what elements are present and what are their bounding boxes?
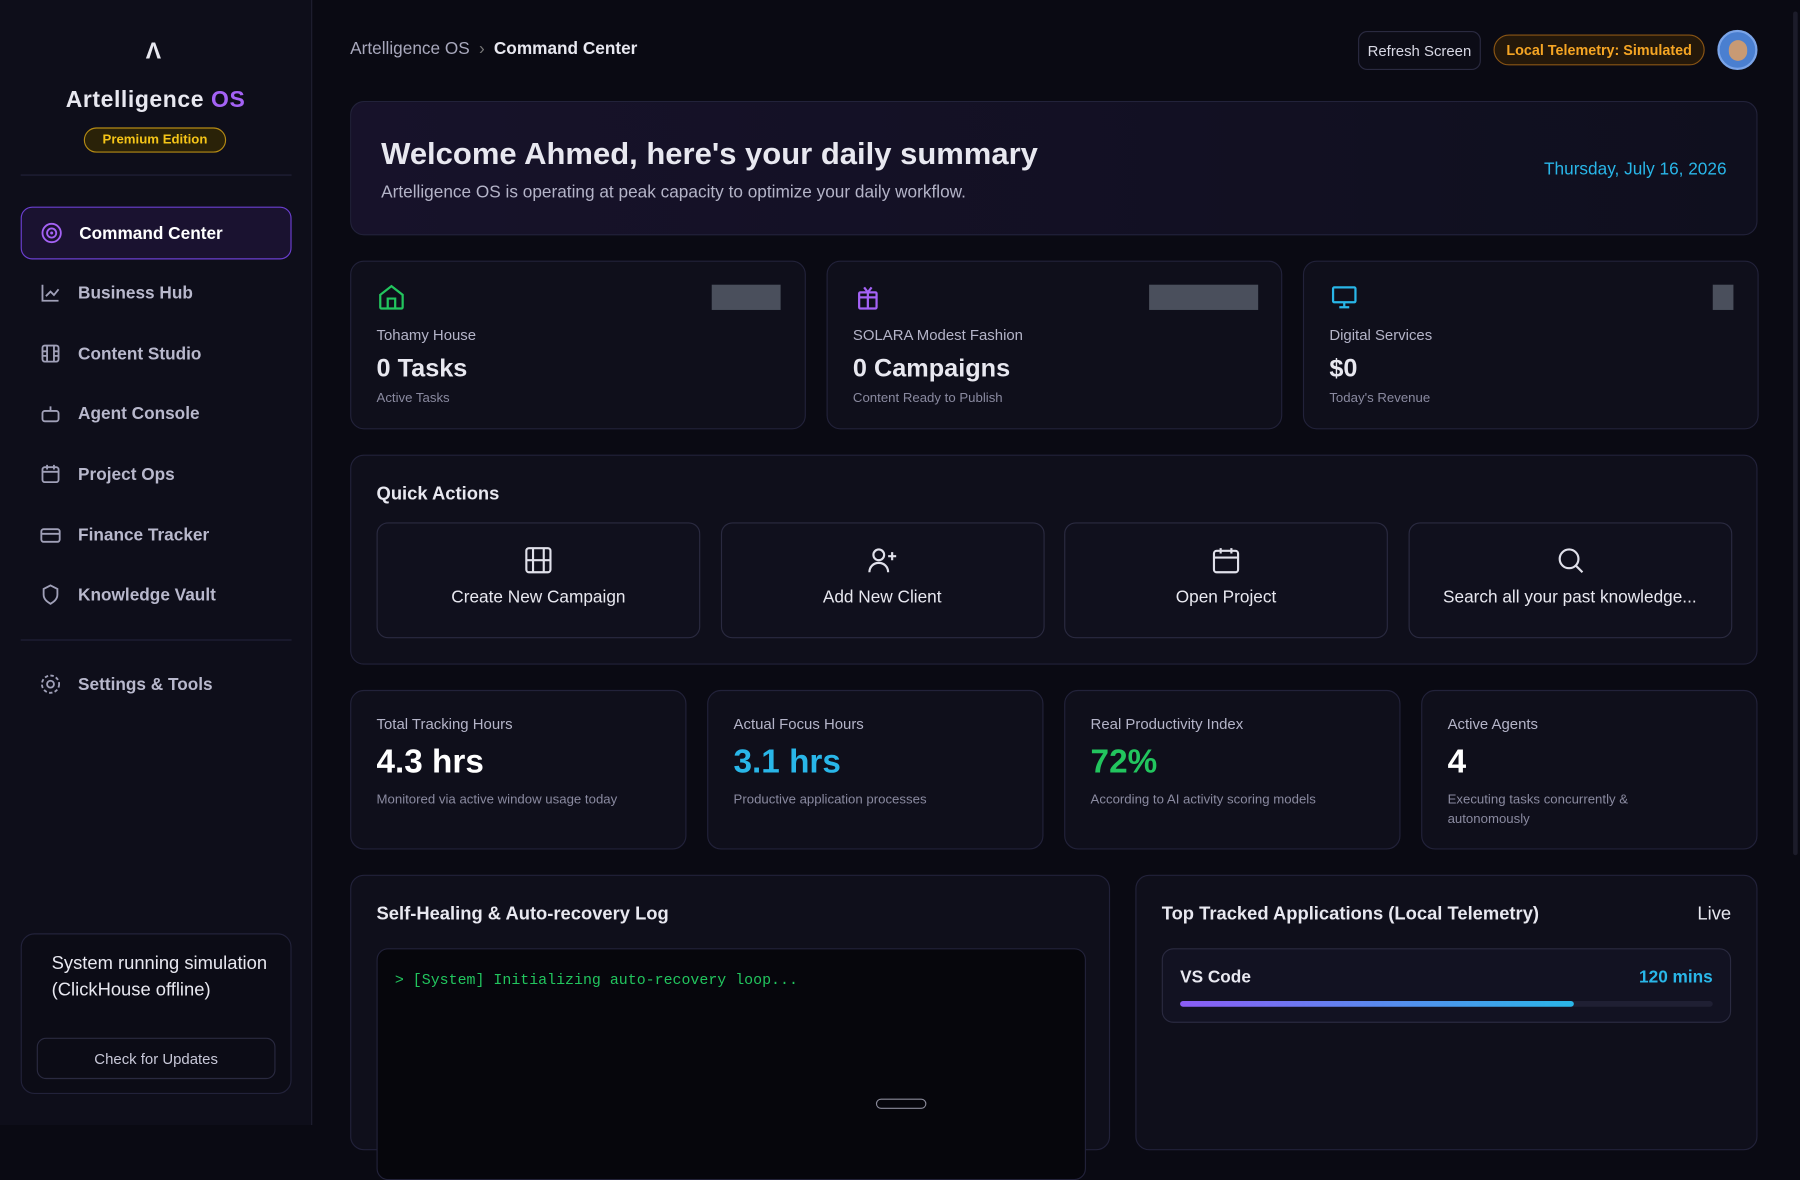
nav-label: Content Studio <box>78 343 202 364</box>
telemetry-badge: Local Telemetry: Simulated <box>1493 34 1705 66</box>
metric-label: Total Tracking Hours <box>376 715 513 733</box>
metric-card: Total Tracking Hours 4.3 hrs Monitored v… <box>350 689 687 850</box>
business-card[interactable]: SOLARA Modest Fashion 0 Campaigns Conten… <box>826 260 1283 430</box>
app-track <box>1180 1001 1713 1007</box>
business-icon <box>1329 282 1359 318</box>
metric-value: 3.1 hrs <box>733 743 841 781</box>
breadcrumb: Artelligence OS › Command Center <box>350 39 638 59</box>
refresh-button[interactable]: Refresh Screen <box>1358 30 1481 71</box>
business-icon <box>377 282 407 318</box>
date: Thursday, July 16, 2026 <box>1544 159 1727 180</box>
metric-card: Actual Focus Hours 3.1 hrs Productive ap… <box>707 689 1044 850</box>
status-text: System running simulation (ClickHouse of… <box>51 953 268 1000</box>
log-console: > [System] Initializing auto-recovery lo… <box>376 948 1086 1180</box>
business-label: Content Ready to Publish <box>852 391 1003 406</box>
quick-action-label: Search all your past knowledge... <box>1443 587 1697 608</box>
nav-label: Knowledge Vault <box>78 584 216 605</box>
app-name: VS Code <box>1180 967 1251 988</box>
business-name: Digital Services <box>1329 326 1433 344</box>
business-card[interactable]: Digital Services $0 Today's Revenue <box>1302 260 1759 430</box>
section-title: Top Tracked Applications (Local Telemetr… <box>1161 904 1540 925</box>
nav-label: Business Hub <box>78 282 193 303</box>
metric-note: Productive application processes <box>733 793 927 808</box>
nav-label: Command Center <box>79 223 223 243</box>
log-line: > [System] Initializing auto-recovery lo… <box>394 971 798 989</box>
divider <box>20 639 292 641</box>
log-panel: Self-Healing & Auto-recovery Log > [Syst… <box>350 874 1111 1180</box>
quick-action[interactable]: Search all your past knowledge... <box>1407 522 1732 639</box>
metric-label: Active Agents <box>1447 715 1539 733</box>
business-name: SOLARA Modest Fashion <box>852 326 1023 344</box>
section-title: Quick Actions <box>376 484 500 504</box>
divider <box>20 174 292 176</box>
quick-action[interactable]: Create New Campaign <box>376 522 701 639</box>
breadcrumb-current: Command Center <box>493 39 638 59</box>
brand: Artelligence OS <box>0 87 311 113</box>
nav-item[interactable]: Content Studio <box>21 327 292 380</box>
business-name: Tohamy House <box>376 326 477 344</box>
welcome-title: Welcome Ahmed, here's your daily summary <box>381 136 1038 172</box>
welcome-banner: Welcome Ahmed, here's your daily summary… <box>350 101 1758 236</box>
metric-label: Real Productivity Index <box>1090 715 1244 733</box>
section-title: Self-Healing & Auto-recovery Log <box>376 904 669 925</box>
metric-value: 72% <box>1090 743 1158 781</box>
sidebar: Λ Artelligence OS Premium Edition Comman… <box>0 0 313 1125</box>
metric-value: 4 <box>1447 743 1467 781</box>
nav-item[interactable]: Settings & Tools <box>21 658 292 711</box>
nav-label: Project Ops <box>78 464 175 484</box>
nav-item[interactable]: Agent Console <box>21 387 292 440</box>
business-icon <box>853 282 883 318</box>
nav-item[interactable]: Project Ops <box>21 448 292 501</box>
metric-label: Actual Focus Hours <box>733 715 864 733</box>
scroll-handle[interactable] <box>875 1098 927 1109</box>
metric-note: Executing tasks concurrently & autonomou… <box>1447 793 1629 827</box>
apps-panel: Top Tracked Applications (Local Telemetr… <box>1135 874 1758 1151</box>
metric-note: According to AI activity scoring models <box>1090 793 1316 808</box>
metric-card: Real Productivity Index 72% According to… <box>1064 689 1401 850</box>
business-label: Active Tasks <box>376 391 450 406</box>
nav-label: Agent Console <box>78 403 200 424</box>
metric-note: Monitored via active window usage today <box>376 793 618 808</box>
app-value: 120 mins <box>1639 967 1713 988</box>
metric-card: Active Agents 4 Executing tasks concurre… <box>1421 689 1758 850</box>
redacted-block <box>1149 284 1259 310</box>
quick-action-label: Create New Campaign <box>451 587 626 608</box>
update-button[interactable]: Check for Updates <box>36 1037 276 1080</box>
brand-name: Artelligence <box>65 87 205 113</box>
redacted-block <box>711 284 781 310</box>
nav-item[interactable]: Business Hub <box>21 266 292 319</box>
brand-accent: OS <box>211 87 246 113</box>
breadcrumb-item[interactable]: Artelligence OS <box>350 39 470 59</box>
scrollbar <box>1793 11 1798 856</box>
nav-item[interactable]: Finance Tracker <box>21 509 292 562</box>
live-status: Live <box>1697 904 1732 925</box>
edition-badge: Premium Edition <box>83 127 227 153</box>
quick-action[interactable]: Add New Client <box>720 522 1045 639</box>
business-label: Today's Revenue <box>1329 391 1431 406</box>
nav-item[interactable]: Knowledge Vault <box>21 568 292 621</box>
status-panel: System running simulation (ClickHouse of… <box>20 933 292 1095</box>
redacted-block <box>1712 284 1734 310</box>
business-value: $0 <box>1329 353 1358 383</box>
business-card[interactable]: Tohamy House 0 Tasks Active Tasks <box>350 260 806 430</box>
nav-item[interactable]: Command Center <box>20 206 292 260</box>
app-row: VS Code 120 mins <box>1161 948 1732 1023</box>
logo-mark: Λ <box>145 39 162 65</box>
business-value: 0 Tasks <box>376 353 468 383</box>
business-value: 0 Campaigns <box>852 353 1011 383</box>
welcome-subtitle: Artelligence OS is operating at peak cap… <box>381 182 966 203</box>
nav-label: Finance Tracker <box>78 525 210 545</box>
app-bar <box>1180 1001 1575 1007</box>
quick-action-label: Open Project <box>1175 587 1277 608</box>
avatar[interactable] <box>1717 29 1758 71</box>
nav-label: Settings & Tools <box>78 674 213 694</box>
metric-value: 4.3 hrs <box>376 743 484 781</box>
quick-action-label: Add New Client <box>822 587 942 608</box>
quick-action[interactable]: Open Project <box>1064 522 1388 639</box>
